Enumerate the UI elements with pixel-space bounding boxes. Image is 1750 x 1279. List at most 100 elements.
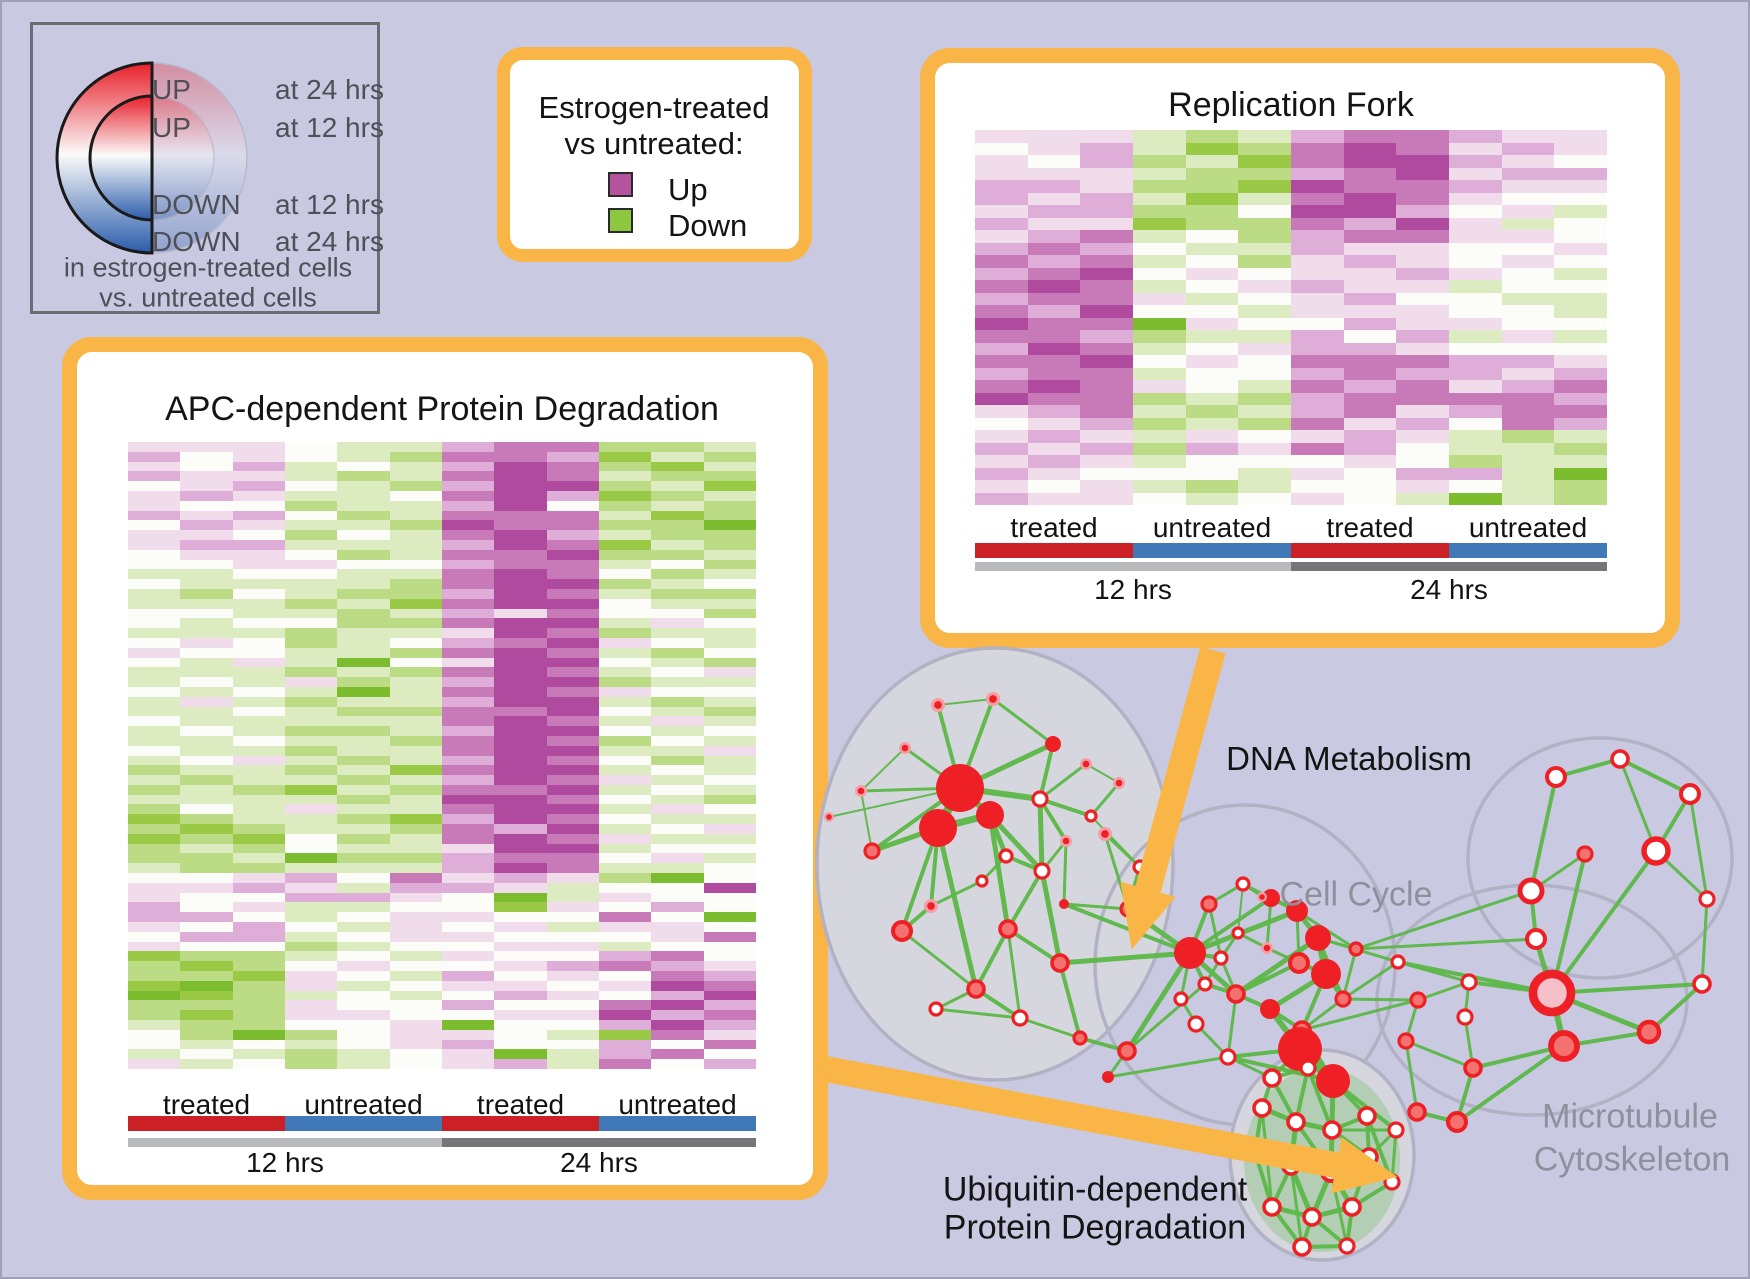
heatmap-cell [232, 892, 285, 903]
gene-node [1050, 953, 1070, 973]
heatmap-cell [1133, 355, 1186, 368]
heatmap-cell [441, 765, 495, 776]
network-edge [1350, 1155, 1371, 1209]
heatmap-cell [180, 775, 233, 785]
heatmap-cell [1396, 142, 1449, 155]
heatmap-cell [337, 1059, 390, 1069]
heatmap-cell [598, 863, 652, 874]
heatmap-cell [128, 481, 181, 491]
ring-direction-label: DOWN [152, 226, 241, 257]
treated-bar [442, 1116, 599, 1131]
gene-node-halo [1257, 892, 1267, 902]
gene-node [1338, 1237, 1356, 1255]
network-edge [1654, 849, 1709, 901]
heatmap-cell [598, 775, 652, 785]
network-edge [1038, 797, 1093, 818]
heatmap-cell [337, 912, 390, 923]
heatmap-cell [128, 971, 181, 981]
ring-time-label: at 24 hrs [275, 226, 384, 257]
heatmap-cell [1291, 267, 1344, 280]
heatmap-cell [651, 853, 704, 864]
heatmap-cell [389, 618, 442, 629]
heatmap-cell [389, 628, 442, 638]
heatmap-cell [284, 598, 338, 609]
heatmap-cell [1449, 155, 1502, 168]
gene-node [1101, 830, 1109, 838]
network-edge [1188, 951, 1223, 960]
heatmap-cell [128, 1059, 181, 1069]
heatmap-cell [494, 716, 547, 727]
heatmap-cell [180, 990, 233, 1001]
heatmap-cell [651, 598, 704, 609]
heatmap-cell [337, 745, 390, 756]
heatmap-cell [651, 765, 704, 776]
heatmap-cell [441, 853, 495, 864]
heatmap-cell [232, 804, 285, 815]
heatmap-cell [598, 843, 652, 854]
heatmap-cell [546, 686, 599, 697]
network-edge [1390, 1128, 1398, 1184]
heatmap-cell [1554, 455, 1607, 468]
gene-node [1445, 1110, 1469, 1134]
heatmap-cell [389, 667, 442, 678]
heatmap-cell [1501, 392, 1555, 405]
heatmap-cell [1343, 292, 1397, 305]
heatmap-cell [598, 1000, 652, 1011]
heatmap-cell [284, 853, 338, 864]
cluster-bubble [1466, 736, 1734, 980]
network-edge [929, 826, 940, 908]
gene-node [1084, 809, 1098, 823]
gene-node [1263, 944, 1271, 952]
heatmap-cell [1554, 130, 1607, 143]
network-edge [1269, 1204, 1315, 1220]
heatmap-cell [232, 461, 285, 472]
heatmap-cell [389, 461, 442, 472]
heatmap-cell [1080, 367, 1133, 380]
heatmap-cell [337, 775, 390, 785]
heatmap-cell [1238, 192, 1291, 205]
heatmap-cell [1554, 242, 1607, 255]
network-edge [1345, 1205, 1354, 1248]
heatmap-cell [389, 804, 442, 815]
heatmap-cell [180, 853, 233, 864]
heatmap-cell [389, 824, 442, 834]
heatmap-cell [703, 814, 756, 825]
heatmap-cell [1396, 430, 1449, 443]
heatmap-cell [1343, 242, 1397, 255]
heatmap-cell [1449, 342, 1502, 355]
rf-time-label: 12 hrs [1094, 574, 1172, 605]
heatmap-cell [180, 471, 233, 482]
heatmap-cell [128, 451, 181, 462]
heatmap-cell [598, 833, 652, 844]
heatmap-cell [389, 892, 442, 903]
heatmap-cell [1396, 292, 1449, 305]
heatmap-cell [546, 461, 599, 472]
heatmap-cell [703, 539, 756, 550]
heatmap-cell [337, 902, 390, 913]
heatmap-cell [494, 804, 547, 815]
heatmap-cell [494, 824, 547, 834]
heatmap-cell [389, 1049, 442, 1060]
network-edge [1062, 902, 1192, 955]
heatmap-cell [128, 539, 181, 550]
heatmap-cell [546, 961, 599, 972]
heatmap-cell [441, 804, 495, 815]
dense-mesh-underlay [1244, 1068, 1400, 1252]
heatmap-cell [180, 618, 233, 629]
network-edge [1124, 950, 1193, 1054]
heatmap-cell [1554, 180, 1607, 193]
updown-legend-title-1: Estrogen-treated [538, 90, 770, 125]
heatmap-cell [975, 192, 1028, 205]
heatmap-cell [232, 1029, 285, 1040]
heatmap-cell [703, 882, 756, 893]
heatmap-cell [389, 530, 442, 540]
heatmap-cell [651, 461, 704, 472]
network-edge [1289, 1164, 1304, 1249]
heatmap-cell [1396, 442, 1449, 455]
heatmap-cell [1343, 167, 1397, 180]
heatmap-cell [494, 980, 547, 991]
heatmap-cell [284, 510, 338, 521]
heatmap-cell [546, 765, 599, 776]
heatmap-cell [975, 305, 1028, 318]
gene-node [1610, 749, 1630, 769]
